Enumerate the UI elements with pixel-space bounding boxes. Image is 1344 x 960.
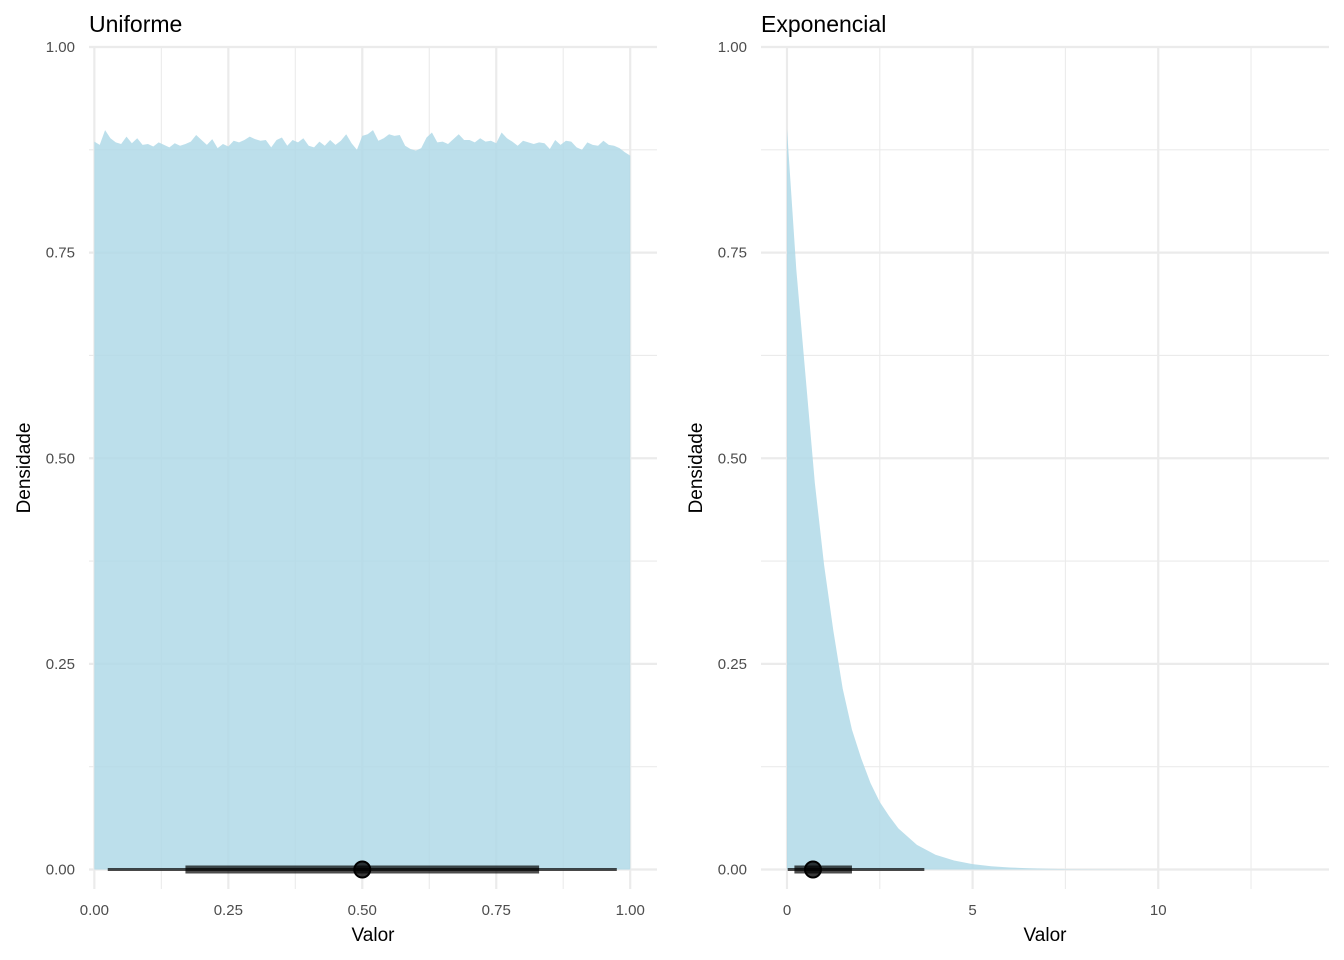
x-axis-title: Valor <box>352 925 396 946</box>
interval-point <box>803 860 822 879</box>
interval-summary <box>787 860 925 879</box>
x-tick-label: 0.75 <box>482 902 511 919</box>
y-tick-label: 0.00 <box>718 862 747 879</box>
interval-summary <box>107 860 617 879</box>
x-tick-label: 0.25 <box>214 902 243 919</box>
y-tick-label: 0.75 <box>46 245 75 262</box>
interval-point <box>353 860 372 879</box>
x-tick-label: 1.00 <box>616 902 645 919</box>
y-tick-label: 0.25 <box>718 656 747 673</box>
panel-uniforme: 0.00 0.25 0.50 0.75 1.00 0.00 0.25 0.50 0.75 1.0… <box>14 11 657 946</box>
x-tick-label: 0.00 <box>80 902 109 919</box>
y-tick-label: 0.75 <box>718 245 747 262</box>
panel-title: Uniforme <box>89 11 182 37</box>
y-axis-title: Densidade <box>686 423 707 514</box>
x-axis-title: Valor <box>1024 925 1068 946</box>
y-tick-label: 1.00 <box>46 39 75 56</box>
panel-title: Exponencial <box>761 11 886 37</box>
y-tick-label: 0.25 <box>46 656 75 673</box>
x-tick-labels: 0 5 10 <box>783 902 1167 919</box>
x-tick-label: 5 <box>968 902 976 919</box>
density-area <box>94 130 631 870</box>
panel-exponencial: 0.00 0.25 0.50 0.75 1.00 0 5 10 Exponencial Va… <box>686 11 1329 946</box>
x-grid <box>785 47 1252 889</box>
x-tick-label: 0.50 <box>348 902 377 919</box>
y-axis-title: Densidade <box>14 423 35 514</box>
y-tick-label: 1.00 <box>718 39 747 56</box>
x-tick-label: 0 <box>783 902 791 919</box>
x-tick-labels: 0.00 0.25 0.50 0.75 1.00 <box>80 902 645 919</box>
y-tick-label: 0.50 <box>718 450 747 467</box>
y-tick-labels: 0.00 0.25 0.50 0.75 1.00 <box>46 39 75 879</box>
density-area <box>786 129 1292 870</box>
y-tick-labels: 0.00 0.25 0.50 0.75 1.00 <box>718 39 747 879</box>
x-tick-label: 10 <box>1150 902 1167 919</box>
y-tick-label: 0.50 <box>46 450 75 467</box>
y-tick-label: 0.00 <box>46 862 75 879</box>
